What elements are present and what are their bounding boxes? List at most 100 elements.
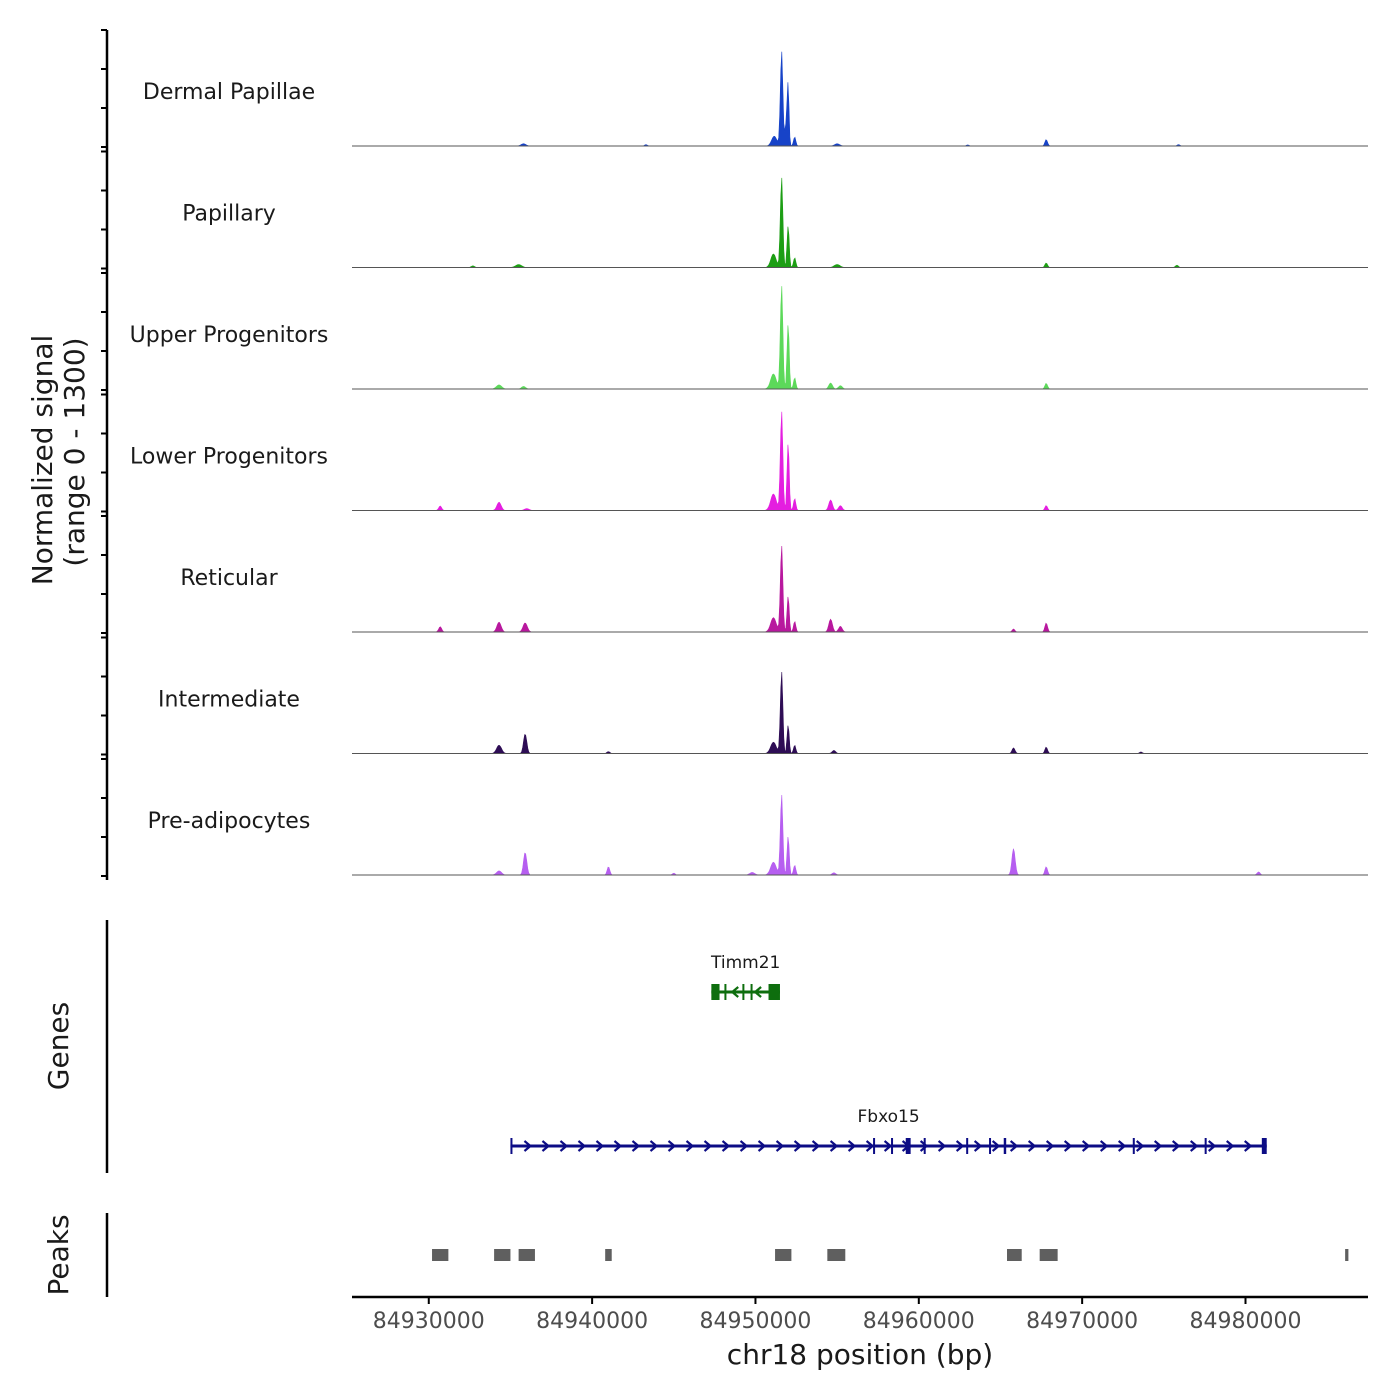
gene-model: Timm21	[710, 953, 780, 1000]
coverage-track: Papillary	[182, 177, 1368, 268]
gene-exon	[750, 984, 753, 1000]
gene-exon	[711, 984, 720, 1000]
coverage-track: Pre-adipocytes	[148, 794, 1368, 876]
strand-arrow	[703, 1140, 713, 1152]
strand-arrow	[757, 1140, 767, 1152]
strand-arrow	[541, 1140, 551, 1152]
peak-region	[518, 1249, 535, 1261]
strand-arrow	[1027, 1140, 1037, 1152]
strand-arrow	[559, 1140, 569, 1152]
strand-arrow	[1226, 1140, 1235, 1152]
strand-arrow	[829, 1140, 839, 1152]
strand-arrow	[1009, 1140, 1019, 1152]
strand-arrow	[685, 1140, 695, 1152]
strand-arrow	[523, 1140, 533, 1152]
gene-exon	[1003, 1138, 1007, 1154]
strand-arrow	[1244, 1140, 1253, 1152]
strand-arrow	[613, 1140, 623, 1152]
gene-exon	[510, 1138, 513, 1154]
gene-exon	[891, 1138, 894, 1154]
gene-exon	[742, 984, 745, 1000]
strand-arrow	[753, 986, 762, 998]
coverage-track: Dermal Papillae	[143, 51, 1368, 147]
strand-arrow	[1081, 1140, 1091, 1152]
gene-exon	[1204, 1138, 1207, 1154]
strand-arrow	[1189, 1140, 1199, 1152]
track-label: Pre-adipocytes	[148, 809, 311, 834]
strand-arrow	[793, 1140, 803, 1152]
strand-arrow	[973, 1140, 983, 1152]
strand-arrow	[730, 986, 739, 998]
peaks-panel-label: Peaks	[42, 1214, 75, 1295]
track-label: Lower Progenitors	[130, 445, 328, 470]
x-tick-label: 84960000	[863, 1309, 975, 1334]
strand-arrow	[1045, 1140, 1055, 1152]
coverage-area	[352, 545, 1368, 633]
coverage-tracks: Dermal Papillae Papillary Upper Progenitor…	[130, 51, 1368, 876]
gene-exon	[768, 984, 780, 1000]
gene-exon	[1261, 1138, 1267, 1154]
gene-exon	[724, 984, 727, 1000]
strand-arrow	[1208, 1140, 1217, 1152]
strand-arrow	[775, 1140, 785, 1152]
strand-arrow	[1117, 1140, 1127, 1152]
peak-panel: Peaks	[42, 1213, 1349, 1297]
coverage-y-axis	[101, 29, 109, 880]
x-tick-label: 84940000	[536, 1309, 648, 1334]
strand-arrow	[595, 1140, 605, 1152]
coverage-area	[352, 411, 1368, 511]
strand-arrow	[1135, 1140, 1145, 1152]
x-tick-label: 84970000	[1026, 1309, 1138, 1334]
x-axis: chr18 position (bp) 84930000 84940000 8495…	[352, 1295, 1368, 1371]
y-axis-title: Normalized signal (range 0 - 1300)	[26, 335, 91, 586]
peak-region	[494, 1249, 511, 1261]
genes-panel-label: Genes	[42, 1002, 75, 1090]
strand-arrow	[1153, 1140, 1163, 1152]
coverage-track: Lower Progenitors	[130, 411, 1368, 511]
strand-arrow	[1171, 1140, 1181, 1152]
strand-arrow	[883, 1140, 893, 1152]
strand-arrow	[955, 1140, 965, 1152]
peak-region	[432, 1249, 449, 1261]
coverage-track: Reticular	[180, 545, 1368, 633]
peak-region	[1039, 1249, 1058, 1261]
gene-name: Fbxo15	[858, 1107, 920, 1127]
track-label: Reticular	[180, 566, 278, 591]
gene-exon	[989, 1138, 992, 1154]
strand-arrow	[721, 1140, 731, 1152]
track-label: Upper Progenitors	[130, 323, 329, 348]
peak-region	[827, 1249, 846, 1261]
peak-region	[605, 1249, 612, 1261]
coverage-area	[352, 177, 1368, 268]
strand-arrow	[667, 1140, 677, 1152]
coverage-area	[352, 51, 1368, 147]
peak-region	[1007, 1249, 1022, 1261]
strand-arrow	[631, 1140, 641, 1152]
x-tick-label: 84950000	[699, 1309, 811, 1334]
x-tick-label: 84980000	[1189, 1309, 1301, 1334]
strand-arrow	[1099, 1140, 1109, 1152]
strand-arrow	[1063, 1140, 1073, 1152]
track-label: Dermal Papillae	[143, 80, 315, 105]
coverage-track: Intermediate	[158, 671, 1368, 754]
gene-exon	[966, 1138, 969, 1154]
gene-model: Fbxo15	[510, 1107, 1267, 1154]
coverage-area	[352, 794, 1368, 876]
gene-name: Timm21	[710, 953, 780, 973]
y-axis-title-line1: Normalized signal	[26, 335, 59, 586]
coverage-track: Upper Progenitors	[130, 286, 1368, 390]
gene-exon	[923, 1138, 926, 1154]
strand-arrow	[937, 1140, 947, 1152]
strand-arrow	[739, 1140, 749, 1152]
gene-panel: Genes Timm21 Fbxo15	[42, 920, 1267, 1173]
strand-arrow	[847, 1140, 857, 1152]
strand-arrow	[991, 1140, 1001, 1152]
track-label: Papillary	[182, 202, 276, 227]
peak-region	[775, 1249, 792, 1261]
gene-exon	[873, 1138, 876, 1154]
gene-exon	[905, 1138, 911, 1154]
y-axis-title-line2: (range 0 - 1300)	[58, 337, 91, 566]
peak-region	[1345, 1249, 1349, 1261]
x-tick-label: 84930000	[373, 1309, 485, 1334]
